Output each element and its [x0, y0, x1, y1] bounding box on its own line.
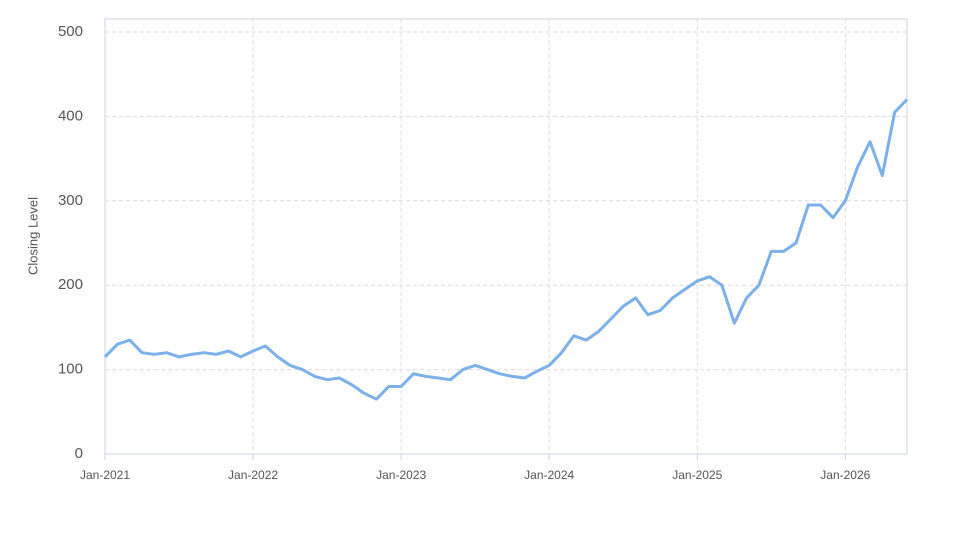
- x-tick-label: Jan-2025: [672, 468, 722, 482]
- line: [103, 98, 909, 401]
- y-tick-label: 200: [58, 276, 83, 293]
- x-tick-label: Jan-2024: [524, 468, 574, 482]
- x-tick-label: Jan-2023: [376, 468, 426, 482]
- x-tick-label: Jan-2022: [228, 468, 278, 482]
- y-tick-label: 500: [58, 23, 83, 40]
- y-tick-label: 100: [58, 361, 83, 378]
- y-tick-label: 400: [58, 107, 83, 124]
- plot-area: [104, 18, 908, 455]
- y-axis-label: Closing Level: [25, 197, 40, 275]
- x-tick-label: Jan-2026: [820, 468, 870, 482]
- y-tick-label: 300: [58, 192, 83, 209]
- x-tick-label: Jan-2021: [80, 468, 130, 482]
- y-tick-label: 0: [75, 445, 83, 462]
